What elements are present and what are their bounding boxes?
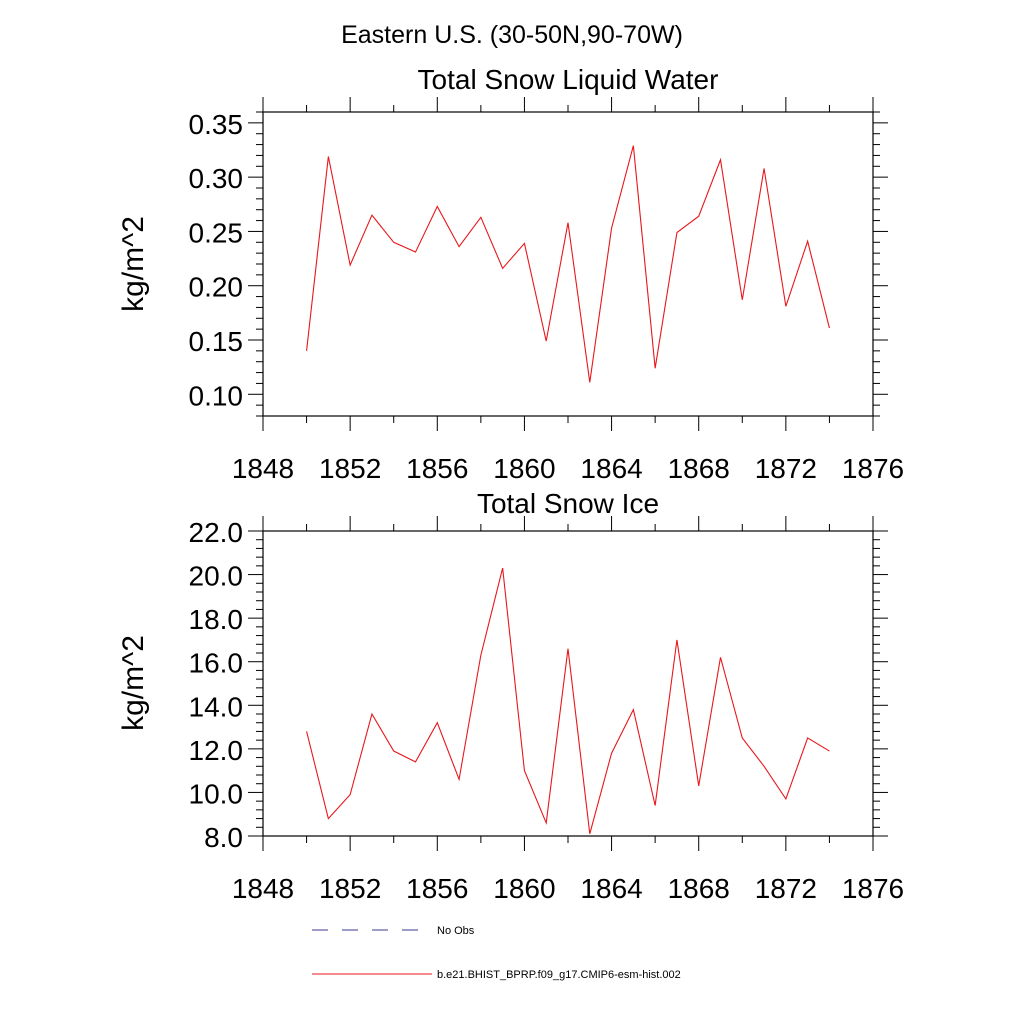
legend-obs-label: No Obs — [437, 925, 475, 937]
chart-title: Total Snow Ice — [477, 488, 659, 519]
y-tick-label: 0.35 — [189, 109, 244, 140]
axis-ticks — [248, 97, 888, 431]
y-tick-label: 20.0 — [189, 561, 244, 592]
legend: No Obs b.e21.BHIST_BPRP.f09_g17.CMIP6-es… — [312, 925, 681, 981]
chart-panel-snow-ice: Total Snow Ice kg/m^2 8.0 10.0 12.0 14.0 16.… — [117, 488, 904, 904]
x-tick-label: 1864 — [580, 453, 642, 484]
x-tick-label: 1848 — [232, 453, 294, 484]
x-tick-label: 1860 — [493, 873, 555, 904]
x-tick-label: 1868 — [668, 453, 730, 484]
y-tick-label: 10.0 — [189, 778, 244, 809]
x-tick-label: 1856 — [406, 453, 468, 484]
y-tick-labels: 8.0 10.0 12.0 14.0 16.0 18.0 20.0 22.0 — [189, 517, 244, 853]
x-tick-label: 1872 — [755, 873, 817, 904]
x-tick-label: 1852 — [319, 453, 381, 484]
plot-frame — [262, 530, 874, 837]
series-group — [306, 145, 830, 383]
series-group — [306, 567, 830, 834]
x-tick-label: 1864 — [580, 873, 642, 904]
x-tick-label: 1868 — [668, 873, 730, 904]
series-line — [306, 567, 830, 834]
y-tick-label: 0.15 — [189, 326, 244, 357]
y-axis-label: kg/m^2 — [117, 635, 150, 731]
legend-model-label: b.e21.BHIST_BPRP.f09_g17.CMIP6-esm-hist.… — [437, 969, 681, 981]
y-tick-label: 0.30 — [189, 163, 244, 194]
x-tick-label: 1848 — [232, 873, 294, 904]
plot-frame — [262, 111, 874, 417]
x-tick-label: 1860 — [493, 453, 555, 484]
x-tick-label: 1852 — [319, 873, 381, 904]
y-axis-label: kg/m^2 — [117, 216, 150, 312]
y-tick-label: 0.10 — [189, 380, 244, 411]
x-tick-label: 1872 — [755, 453, 817, 484]
axis-ticks — [248, 516, 888, 851]
series-line — [306, 145, 830, 383]
y-tick-label: 16.0 — [189, 648, 244, 679]
chart-panel-snow-liquid-water: Total Snow Liquid Water kg/m^2 0.100.150… — [117, 64, 904, 484]
y-tick-label: 0.25 — [189, 217, 244, 248]
y-tick-label: 8.0 — [204, 822, 243, 853]
x-tick-labels: 1848 1852 1856 1860 1864 1868 1872 1876 — [232, 873, 904, 904]
chart-title: Total Snow Liquid Water — [418, 64, 719, 95]
x-tick-label: 1876 — [842, 453, 904, 484]
y-tick-label: 22.0 — [189, 517, 244, 548]
y-tick-label: 0.20 — [189, 272, 244, 303]
x-tick-label: 1876 — [842, 873, 904, 904]
x-tick-labels: 1848 1852 1856 1860 1864 1868 1872 1876 — [232, 453, 904, 484]
y-tick-label: 12.0 — [189, 735, 244, 766]
x-tick-label: 1856 — [406, 873, 468, 904]
y-tick-label: 18.0 — [189, 604, 244, 635]
figure-title: Eastern U.S. (30-50N,90-70W) — [341, 21, 683, 49]
y-tick-label: 14.0 — [189, 691, 244, 722]
y-tick-labels: 0.10 0.15 0.20 0.25 0.30 0.35 — [189, 109, 244, 411]
